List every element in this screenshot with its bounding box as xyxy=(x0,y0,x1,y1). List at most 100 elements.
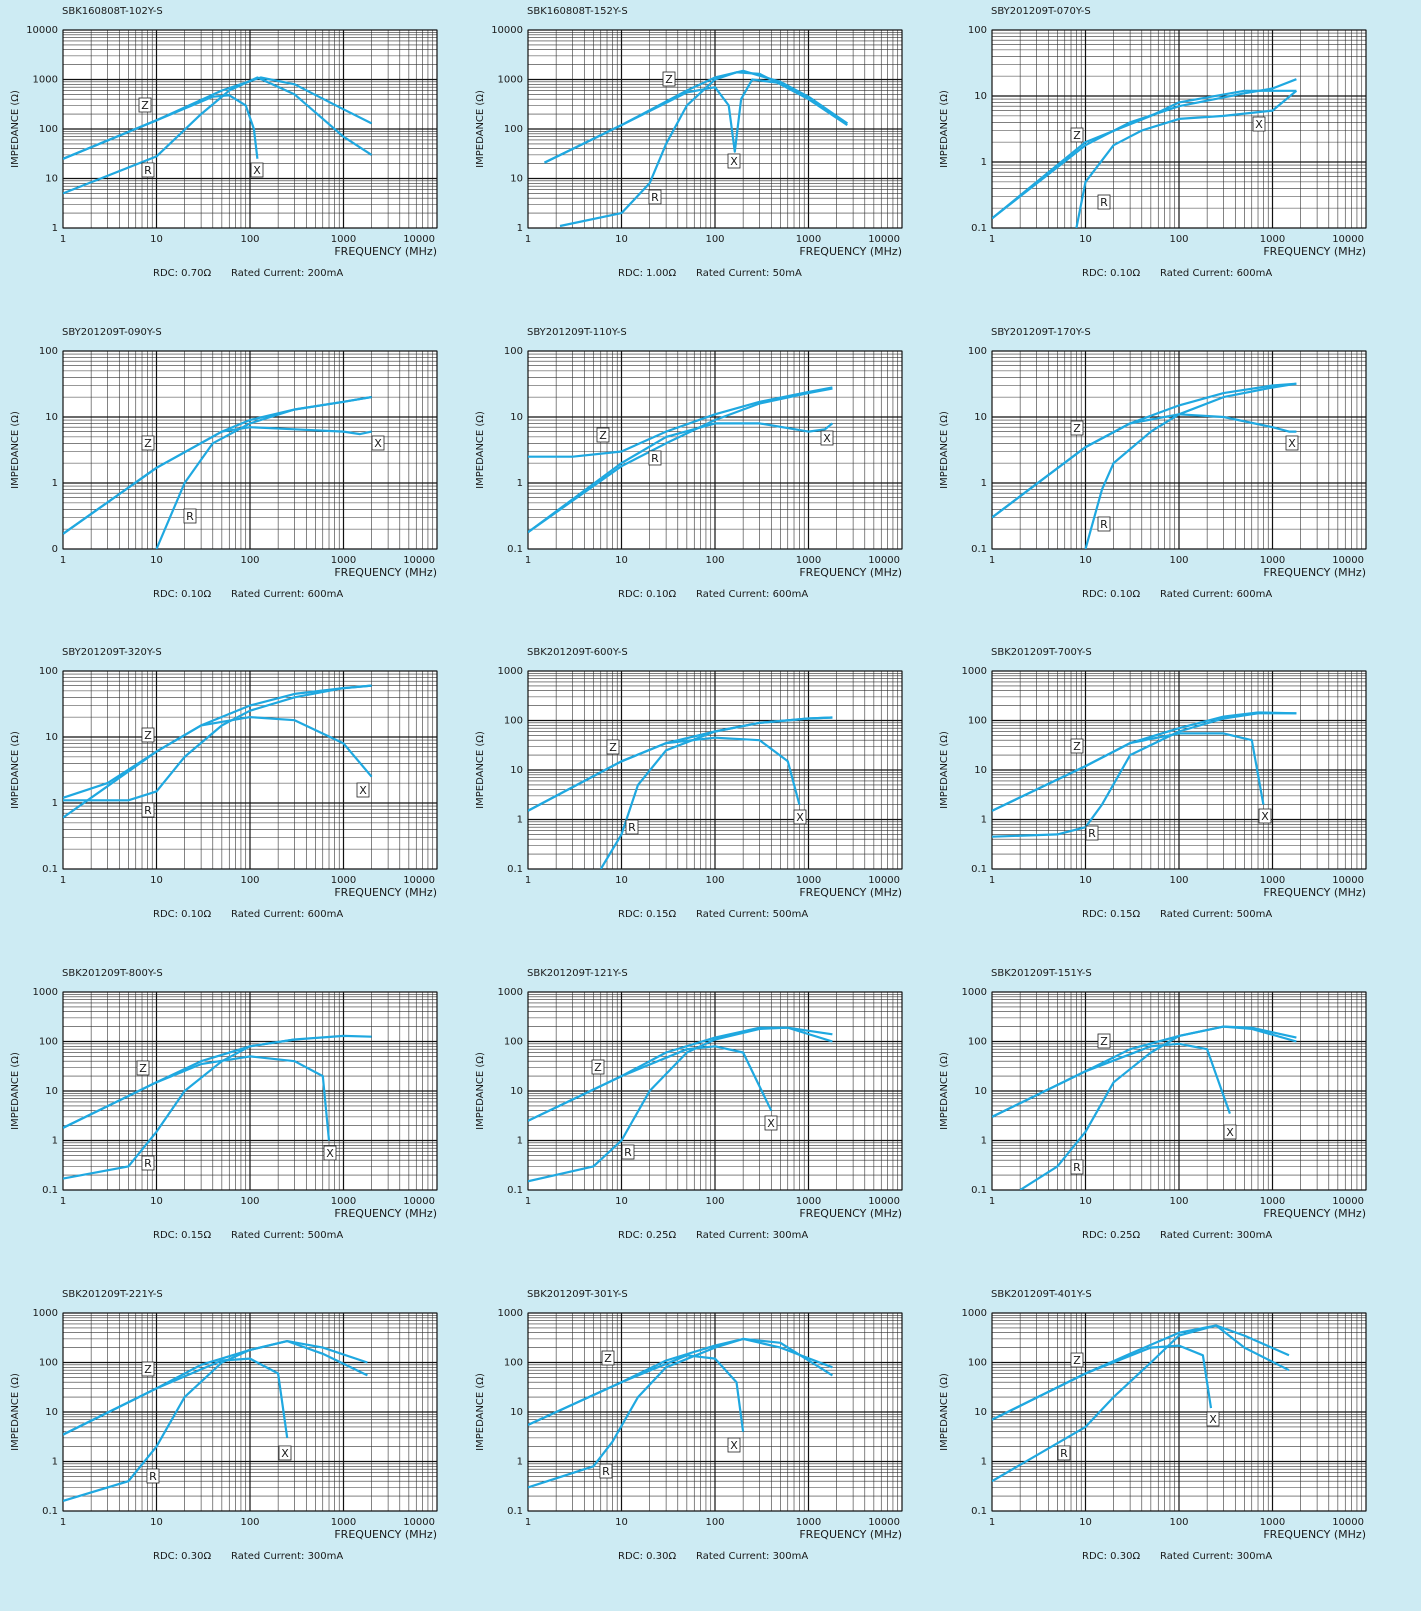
y-tick-label: 1000 xyxy=(498,75,523,86)
rated-current-label: Rated Current: 500mA xyxy=(1160,909,1272,920)
y-tick-label: 1000 xyxy=(33,1308,58,1319)
x-tick-label: 1 xyxy=(989,875,995,886)
x-tick-label: 100 xyxy=(240,1517,259,1528)
series-label: X xyxy=(730,155,738,168)
impedance-curve xyxy=(992,1324,1290,1483)
y-tick-label: 1000 xyxy=(962,666,987,677)
x-tick-label: 1 xyxy=(525,1196,531,1207)
y-tick-label: 100 xyxy=(968,1037,987,1048)
x-tick-label: 100 xyxy=(1169,555,1188,566)
series-label-box xyxy=(1070,420,1084,436)
impedance-curve xyxy=(544,78,848,164)
x-tick-label: 100 xyxy=(240,555,259,566)
x-tick-label: 10 xyxy=(615,875,628,886)
series-label: R xyxy=(144,1157,152,1170)
impedance-curve xyxy=(992,89,1297,220)
series-label-box xyxy=(1070,127,1084,143)
series-label: Z xyxy=(1073,129,1081,142)
series-label: R xyxy=(149,1470,157,1483)
y-tick-label: 1 xyxy=(52,1136,58,1147)
series-label-box xyxy=(323,1145,337,1161)
impedance-curve xyxy=(528,1026,833,1183)
y-tick-label: 10 xyxy=(510,765,523,776)
x-tick-label: 10000 xyxy=(1332,555,1364,566)
y-tick-label: 100 xyxy=(504,716,523,727)
series-label-box xyxy=(793,809,807,825)
x-tick-label: 1 xyxy=(60,1196,66,1207)
x-tick-label: 100 xyxy=(1169,234,1188,245)
impedance-curve xyxy=(1019,1025,1297,1190)
y-tick-label: 1000 xyxy=(498,1308,523,1319)
series-label: X xyxy=(767,1117,775,1130)
x-tick-label: 1000 xyxy=(796,1196,821,1207)
series-label-box xyxy=(764,1115,778,1131)
impedance-chart: 1 10 100 1000 100000.11101001000SBK201209T-1… xyxy=(475,968,903,1241)
series-label: X xyxy=(1255,118,1263,131)
y-tick-label: 0.1 xyxy=(507,544,523,555)
rated-current-label: Rated Current: 300mA xyxy=(696,1551,808,1562)
rdc-label: RDC: 0.10Ω xyxy=(1082,268,1140,279)
impedance-chart: 1 10 100 1000 100000110100SBY201209T-090Y-SF… xyxy=(10,327,438,600)
series-label: R xyxy=(1073,1161,1081,1174)
y-tick-label: 1000 xyxy=(498,666,523,677)
impedance-chart: 1 10 100 1000 100000.1110100SBY201209T-170Y-… xyxy=(939,327,1367,600)
y-tick-label: 0.1 xyxy=(971,223,987,234)
y-tick-label: 100 xyxy=(39,666,58,677)
y-tick-label: 0.1 xyxy=(507,1506,523,1517)
x-axis-label: FREQUENCY (MHz) xyxy=(334,245,437,258)
x-tick-label: 10 xyxy=(615,1196,628,1207)
y-tick-label: 1 xyxy=(517,1457,523,1468)
series-label-box xyxy=(606,739,620,755)
x-axis-label: FREQUENCY (MHz) xyxy=(799,566,902,579)
series-label: X xyxy=(1226,1126,1234,1139)
series-label-box xyxy=(1258,808,1272,824)
rdc-label: RDC: 0.15Ω xyxy=(618,909,676,920)
chart-title: SBK201209T-700Y-S xyxy=(991,647,1092,658)
impedance-curve xyxy=(63,1339,368,1502)
x-tick-label: 10 xyxy=(1079,234,1092,245)
series-label: Z xyxy=(609,741,617,754)
series-label: R xyxy=(651,191,659,204)
y-tick-label: 0 xyxy=(52,544,58,555)
x-axis-label: FREQUENCY (MHz) xyxy=(799,1528,902,1541)
y-axis-label: IMPEDANCE (Ω) xyxy=(475,411,486,489)
x-tick-label: 10000 xyxy=(403,1196,435,1207)
series-label: Z xyxy=(594,1061,602,1074)
impedance-curve xyxy=(63,684,372,802)
impedance-curve xyxy=(992,78,1297,220)
chart-title: SBK201209T-151Y-S xyxy=(991,968,1092,979)
impedance-curve xyxy=(155,396,372,549)
impedance-chart: 1 10 100 1000 100000.11101001000SBK201209T-2… xyxy=(10,1289,438,1562)
x-tick-label: 1 xyxy=(60,234,66,245)
y-tick-label: 10 xyxy=(510,412,523,423)
series-label: Z xyxy=(604,1352,612,1365)
y-tick-label: 1 xyxy=(981,1457,987,1468)
series-label-box xyxy=(648,189,662,205)
series-label-box xyxy=(250,162,264,178)
x-tick-label: 1000 xyxy=(1260,1517,1285,1528)
impedance-chart: 1 10 100 1000 10000 1 10 100 1000 10000 SBK160808T… xyxy=(10,6,438,279)
x-tick-label: 100 xyxy=(1169,1196,1188,1207)
y-tick-label: 1000 xyxy=(962,1308,987,1319)
series-label: R xyxy=(186,510,194,523)
series-label-box xyxy=(662,71,676,87)
y-tick-label: 10 xyxy=(974,412,987,423)
impedance-curve xyxy=(992,732,1265,812)
y-axis-label: IMPEDANCE (Ω) xyxy=(939,1052,950,1130)
x-tick-label: 10 xyxy=(1079,1517,1092,1528)
y-tick-label: 1 xyxy=(517,1136,523,1147)
series-label: X xyxy=(730,1439,738,1452)
y-tick-label: 0.1 xyxy=(971,544,987,555)
impedance-curve xyxy=(528,386,833,458)
y-tick-label: 10000 xyxy=(491,25,523,36)
x-tick-label: 10000 xyxy=(403,555,435,566)
series-label-box xyxy=(1223,1124,1237,1140)
chart-title: SBK201209T-800Y-S xyxy=(62,968,163,979)
y-tick-label: 100 xyxy=(39,1037,58,1048)
impedance-curve xyxy=(992,1344,1213,1421)
series-label: R xyxy=(651,452,659,465)
series-label: X xyxy=(281,1447,289,1460)
y-axis-label: IMPEDANCE (Ω) xyxy=(10,1373,21,1451)
x-axis-label: FREQUENCY (MHz) xyxy=(334,566,437,579)
series-label-box xyxy=(1070,1159,1084,1175)
